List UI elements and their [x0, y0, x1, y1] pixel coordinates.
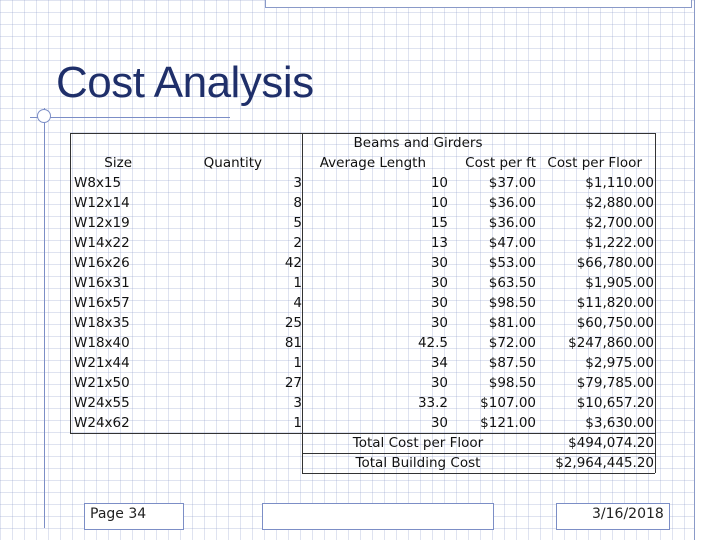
cell-average-length: 30	[430, 415, 448, 431]
cell-average-length: 10	[430, 195, 448, 211]
table-border-right	[655, 133, 656, 473]
header-quantity: Quantity	[203, 155, 262, 171]
cell-cost-per-floor: $247,860.00	[568, 335, 654, 351]
cell-size: W16x57	[74, 295, 130, 311]
table-divider-beams	[302, 133, 303, 473]
table-border-top	[70, 133, 655, 134]
cell-quantity: 5	[293, 215, 302, 231]
cell-cost-per-ft: $37.00	[488, 175, 536, 191]
cell-cost-per-floor: $2,975.00	[585, 355, 654, 371]
cell-cost-per-floor: $60,750.00	[576, 315, 654, 331]
footer-center-box	[262, 503, 494, 530]
cell-cost-per-ft: $87.50	[488, 355, 536, 371]
cell-cost-per-ft: $98.50	[488, 295, 536, 311]
cell-average-length: 30	[430, 295, 448, 311]
cell-size: W18x40	[74, 335, 130, 351]
cell-size: W24x55	[74, 395, 130, 411]
total-value: $2,964,445.20	[555, 455, 654, 471]
right-decoration-bar	[694, 0, 720, 540]
cell-quantity: 25	[284, 315, 302, 331]
cell-quantity: 3	[293, 175, 302, 191]
cell-quantity: 8	[293, 195, 302, 211]
cell-size: W8x15	[74, 175, 122, 191]
total-label: Total Cost per Floor	[352, 435, 484, 451]
cell-size: W16x31	[74, 275, 130, 291]
title-circle-ornament	[37, 109, 51, 123]
cell-cost-per-ft: $72.00	[488, 335, 536, 351]
cost-table: Beams and Girders Size Quantity Average …	[70, 133, 656, 474]
cell-cost-per-ft: $36.00	[488, 215, 536, 231]
cell-average-length: 15	[430, 215, 448, 231]
cell-quantity: 27	[284, 375, 302, 391]
footer-page-box	[84, 503, 184, 530]
cell-cost-per-floor: $2,880.00	[585, 195, 654, 211]
header-average-length: Average Length	[319, 155, 426, 171]
title-underline	[30, 117, 230, 118]
page-title: Cost Analysis	[56, 58, 314, 107]
cell-quantity: 2	[293, 235, 302, 251]
cell-average-length: 33.2	[417, 395, 448, 411]
cell-cost-per-ft: $47.00	[488, 235, 536, 251]
cell-cost-per-ft: $63.50	[488, 275, 536, 291]
cell-cost-per-ft: $81.00	[488, 315, 536, 331]
cell-cost-per-floor: $1,905.00	[585, 275, 654, 291]
cell-size: W21x44	[74, 355, 130, 371]
totals-mid-line	[302, 453, 655, 454]
header-cost-per-ft: Cost per ft	[465, 155, 536, 171]
header-size: Size	[104, 155, 132, 171]
cell-quantity: 42	[284, 255, 302, 271]
cell-size: W18x35	[74, 315, 130, 331]
cell-size: W14x22	[74, 235, 130, 251]
cell-quantity: 4	[293, 295, 302, 311]
cell-cost-per-ft: $98.50	[488, 375, 536, 391]
cell-size: W24x62	[74, 415, 130, 431]
header-cost-per-floor: Cost per Floor	[547, 155, 642, 171]
cell-cost-per-ft: $53.00	[488, 255, 536, 271]
cell-cost-per-ft: $121.00	[480, 415, 536, 431]
table-border-bottom-left	[70, 433, 302, 434]
cell-cost-per-ft: $36.00	[488, 195, 536, 211]
left-vertical-rule	[44, 108, 45, 528]
cell-cost-per-floor: $1,110.00	[585, 175, 654, 191]
cell-cost-per-floor: $3,630.00	[585, 415, 654, 431]
cell-average-length: 42.5	[417, 335, 448, 351]
header-beams-girders: Beams and Girders	[353, 135, 483, 151]
cell-cost-per-ft: $107.00	[480, 395, 536, 411]
cell-cost-per-floor: $1,222.00	[585, 235, 654, 251]
total-value: $494,074.20	[568, 435, 654, 451]
cell-average-length: 30	[430, 375, 448, 391]
top-decoration-bar	[265, 0, 692, 8]
cell-size: W16x26	[74, 255, 130, 271]
cell-average-length: 34	[430, 355, 448, 371]
cell-size: W21x50	[74, 375, 130, 391]
cell-average-length: 10	[430, 175, 448, 191]
cell-cost-per-floor: $66,780.00	[576, 255, 654, 271]
cell-size: W12x19	[74, 215, 130, 231]
cell-quantity: 1	[293, 275, 302, 291]
cell-average-length: 30	[430, 275, 448, 291]
cell-size: W12x14	[74, 195, 130, 211]
cell-cost-per-floor: $2,700.00	[585, 215, 654, 231]
cell-cost-per-floor: $79,785.00	[576, 375, 654, 391]
page-number: Page 34	[90, 506, 147, 522]
slide-date: 3/16/2018	[592, 506, 664, 522]
total-label: Total Building Cost	[355, 455, 481, 471]
cell-quantity: 1	[293, 415, 302, 431]
table-border-left	[70, 133, 71, 433]
cell-average-length: 30	[430, 255, 448, 271]
cell-quantity: 81	[284, 335, 302, 351]
footer-date-box	[556, 503, 670, 530]
cell-cost-per-floor: $11,820.00	[576, 295, 654, 311]
cell-average-length: 13	[430, 235, 448, 251]
totals-bottom-line	[302, 473, 655, 474]
totals-top-line	[302, 433, 655, 434]
cell-quantity: 1	[293, 355, 302, 371]
cell-cost-per-floor: $10,657.20	[576, 395, 654, 411]
cell-quantity: 3	[293, 395, 302, 411]
cell-average-length: 30	[430, 315, 448, 331]
